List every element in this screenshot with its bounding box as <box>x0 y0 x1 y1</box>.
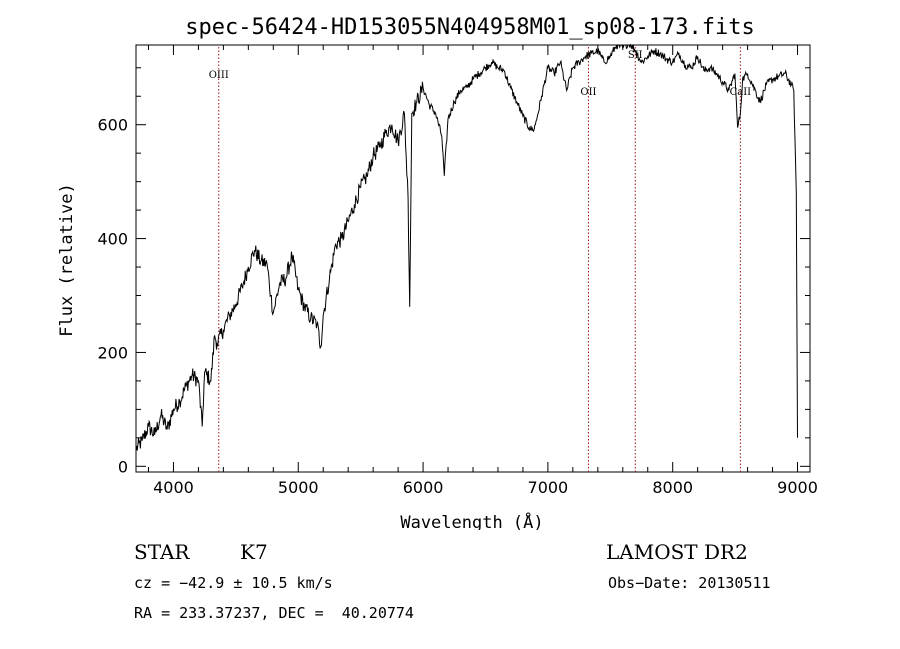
x-axis-label: Wavelength (Å) <box>400 511 543 530</box>
y-axis-label: Flux (relative) <box>57 183 77 337</box>
plot-frame <box>135 44 811 473</box>
x-tick-label: 8000 <box>652 478 693 497</box>
line-marker-label: OII <box>580 87 596 98</box>
redshift-info: cz = −42.9 ± 10.5 km/s <box>134 574 333 592</box>
observation-date: Obs−Date: 20130511 <box>608 574 771 592</box>
x-tick-label: 9000 <box>777 478 818 497</box>
y-tick-label: 400 <box>97 230 128 249</box>
chart-title: spec-56424-HD153055N404958M01_sp08-173.f… <box>185 15 755 40</box>
survey-name: LAMOST DR2 <box>606 540 748 564</box>
plot-area: 4000 5000 6000 7000 8000 9000 0 200 400 600 OIII OI… <box>97 43 818 497</box>
line-marker-label: SII <box>628 50 643 61</box>
object-type: STAR <box>134 540 190 564</box>
x-tick-label: 4000 <box>153 478 194 497</box>
spectral-subclass: K7 <box>240 540 268 564</box>
y-tick-label: 0 <box>118 457 128 476</box>
spectrum-line <box>135 43 798 451</box>
y-tick-label: 600 <box>97 116 128 135</box>
coordinates-info: RA = 233.37237, DEC = 40.20774 <box>134 604 414 622</box>
y-tick-label: 200 <box>97 343 128 362</box>
x-tick-label: 6000 <box>403 478 444 497</box>
spectrum-chart: spec-56424-HD153055N404958M01_sp08-173.f… <box>57 15 818 530</box>
x-tick-label: 5000 <box>278 478 319 497</box>
line-marker-label: OIII <box>209 70 229 81</box>
line-marker-label: CaII <box>730 87 752 98</box>
x-tick-label: 7000 <box>528 478 569 497</box>
